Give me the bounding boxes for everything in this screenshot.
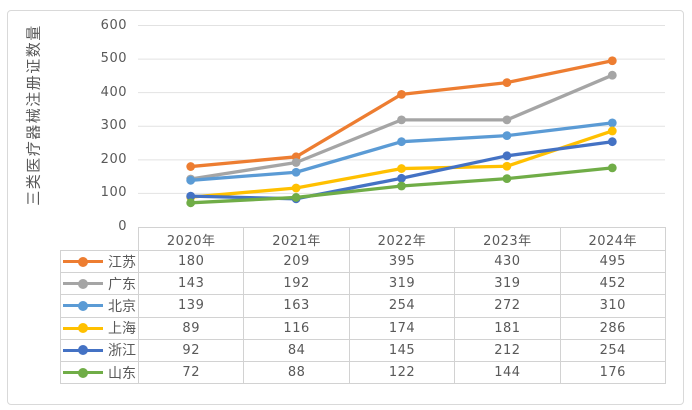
series-key-icon [63, 323, 103, 334]
data-point-marker [186, 175, 196, 185]
table-corner-cell [60, 227, 139, 251]
value-cell: 72 [137, 360, 245, 385]
value-cell: 212 [454, 338, 561, 362]
y-tick-label: 300 [100, 118, 127, 134]
series-key-icon [63, 345, 103, 356]
legend-cell: 广东 [60, 272, 139, 296]
value-cell: 163 [243, 294, 350, 318]
data-point-marker [397, 164, 406, 173]
year-header-cell: 2024年 [559, 227, 666, 251]
series-name-label: 山东 [108, 365, 136, 382]
series-key-icon [63, 278, 103, 289]
series-key-icon [63, 256, 103, 267]
table-row: 广东 143 192 319 319 452 [60, 272, 666, 296]
y-tick-label: 400 [100, 84, 127, 100]
data-point-marker [607, 137, 617, 147]
value-cell: 319 [348, 272, 456, 296]
data-point-marker [607, 56, 617, 66]
table-header-row: 2020年 2021年 2022年 2023年 2024年 [60, 227, 666, 251]
data-point-marker [291, 167, 301, 177]
data-point-marker [502, 115, 512, 125]
data-point-marker [397, 137, 406, 147]
data-point-marker [502, 78, 512, 87]
table-row: 北京 139 163 254 272 310 [60, 294, 666, 318]
data-point-marker [502, 174, 512, 184]
data-point-marker [607, 163, 617, 173]
data-point-marker [186, 191, 196, 201]
value-cell: 139 [137, 294, 245, 318]
series-key-icon [63, 300, 103, 311]
value-cell: 452 [559, 272, 666, 296]
table-row: 山东 72 88 122 144 176 [60, 360, 666, 385]
y-tick-label: 0 [118, 219, 127, 234]
data-point-marker [502, 131, 512, 141]
data-point-marker [291, 193, 301, 202]
value-cell: 176 [559, 360, 666, 385]
value-cell: 145 [348, 338, 456, 362]
y-tick-label: 100 [100, 185, 127, 201]
legend-cell: 北京 [60, 294, 139, 318]
data-point-marker [607, 118, 617, 128]
value-cell: 286 [559, 316, 666, 340]
value-cell: 143 [137, 272, 245, 296]
data-point-marker [607, 70, 617, 80]
data-point-marker [397, 115, 406, 125]
table-row: 江苏 180 209 395 430 495 [60, 249, 666, 274]
value-cell: 254 [348, 294, 456, 318]
legend-cell: 上海 [60, 316, 139, 340]
data-point-marker [291, 183, 301, 193]
value-cell: 92 [137, 338, 245, 362]
year-header-cell: 2020年 [137, 227, 245, 251]
series-name-label: 广东 [108, 276, 136, 293]
value-cell: 395 [348, 249, 456, 274]
value-cell: 144 [454, 360, 561, 385]
table-row: 上海 89 116 174 181 286 [60, 316, 666, 340]
value-cell: 174 [348, 316, 456, 340]
data-point-marker [186, 162, 196, 171]
data-point-marker [397, 173, 406, 183]
data-point-marker [397, 89, 406, 99]
chart-data-table: 2020年 2021年 2022年 2023年 2024年 江苏 180 209 395 430 4… [60, 227, 666, 385]
y-tick-label: 200 [100, 151, 127, 167]
plot-area [138, 25, 665, 208]
series-name-label: 浙江 [108, 343, 136, 360]
y-tick-label: 600 [100, 17, 127, 33]
series-name-label: 江苏 [108, 254, 136, 271]
legend-cell: 山东 [60, 360, 139, 385]
value-cell: 122 [348, 360, 456, 385]
value-cell: 88 [243, 360, 350, 385]
data-point-marker [186, 198, 196, 208]
year-header-cell: 2021年 [243, 227, 350, 251]
data-point-marker [502, 151, 512, 161]
line-chart-figure: 三类医疗器械注册证数量 0 100 200 300 400 500 600 2020年 202… [7, 10, 684, 405]
year-header-cell: 2022年 [348, 227, 456, 251]
y-tick-label: 500 [100, 51, 127, 67]
table-row: 浙江 92 84 145 212 254 [60, 338, 666, 362]
value-cell: 116 [243, 316, 350, 340]
data-point-marker [397, 181, 406, 191]
value-cell: 430 [454, 249, 561, 274]
year-header-cell: 2023年 [454, 227, 561, 251]
data-point-marker [291, 158, 301, 167]
legend-cell: 浙江 [60, 338, 139, 362]
series-key-icon [63, 367, 103, 378]
series-name-label: 上海 [108, 321, 136, 338]
value-cell: 192 [243, 272, 350, 296]
data-point-marker [607, 126, 617, 136]
value-cell: 319 [454, 272, 561, 296]
value-cell: 180 [137, 249, 245, 274]
value-cell: 209 [243, 249, 350, 274]
series-name-label: 北京 [108, 298, 136, 315]
value-cell: 254 [559, 338, 666, 362]
value-cell: 181 [454, 316, 561, 340]
data-point-marker [502, 161, 512, 171]
legend-cell: 江苏 [60, 249, 139, 274]
value-cell: 89 [137, 316, 245, 340]
value-cell: 84 [243, 338, 350, 362]
value-cell: 495 [559, 249, 666, 274]
value-cell: 272 [454, 294, 561, 318]
value-cell: 310 [559, 294, 666, 318]
